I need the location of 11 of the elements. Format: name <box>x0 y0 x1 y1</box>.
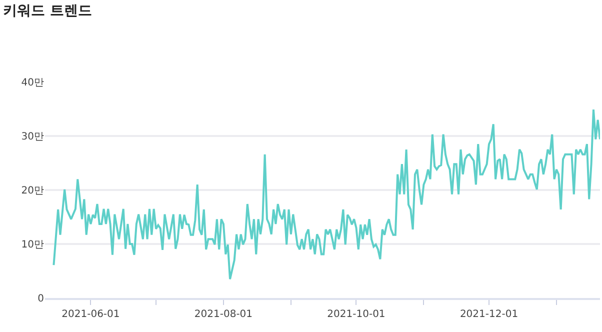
y-tick-label: 0 <box>38 294 44 304</box>
chart-title: 키워드 트렌드 <box>3 2 92 19</box>
x-tick-label: 2021-06-01 <box>62 309 120 320</box>
line-series <box>52 108 600 280</box>
x-tick-label: 2021-10-01 <box>327 309 386 320</box>
x-tick-label: 2021-12-01 <box>460 309 518 320</box>
x-tick-label: 2021-08-01 <box>194 309 253 320</box>
y-tick-label: 30만 <box>21 132 44 142</box>
y-tick-label: 10만 <box>21 240 44 250</box>
y-tick-label: 40만 <box>21 78 44 88</box>
y-tick-label: 20만 <box>21 186 44 196</box>
